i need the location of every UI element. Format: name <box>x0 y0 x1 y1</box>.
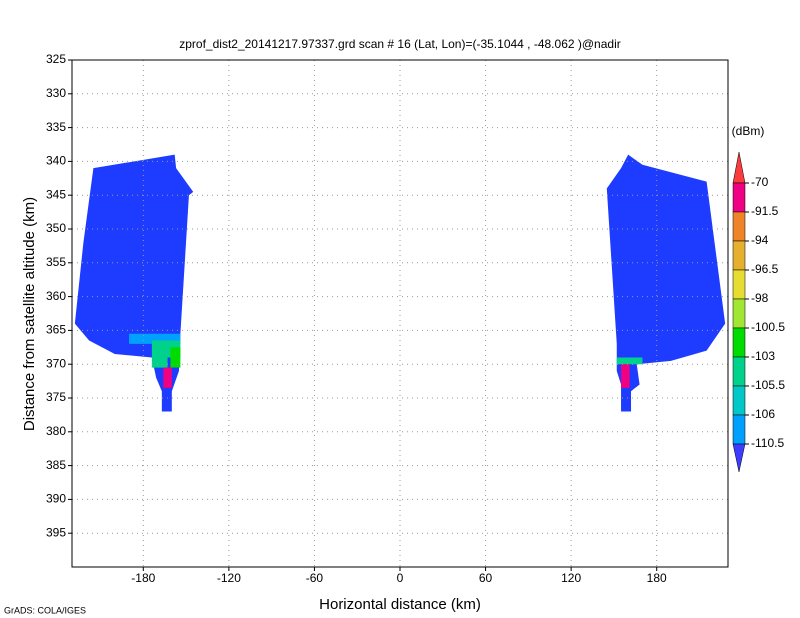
y-tick-label: 350 <box>46 221 66 235</box>
shaded-region <box>606 154 726 412</box>
colorbar-box <box>732 385 746 416</box>
colorbar-box <box>732 240 746 271</box>
y-tick-label: 335 <box>46 120 66 134</box>
chart-title: zprof_dist2_20141217.97337.grd scan # 16… <box>179 37 621 51</box>
x-tick-label: 60 <box>479 571 493 585</box>
y-tick-label: 380 <box>46 424 66 438</box>
colorbar-box <box>732 182 746 213</box>
x-tick-label: -120 <box>217 571 241 585</box>
colorbar-box <box>732 356 746 387</box>
y-axis-label: Distance from satellite altitude (km) <box>21 197 38 431</box>
x-tick-label: 0 <box>397 571 404 585</box>
footer: GrADS: COLA/IGES <box>4 605 86 615</box>
x-tick-label: -60 <box>306 571 324 585</box>
colorbar-label: -106 <box>751 407 775 421</box>
colorbar-label: -94 <box>751 233 769 247</box>
colorbar-label: -70 <box>751 175 769 189</box>
colorbar-label: -103 <box>751 349 775 363</box>
colorbar-box <box>732 298 746 329</box>
colorbar-label: -91.5 <box>751 204 779 218</box>
shaded-region <box>616 357 643 365</box>
y-tick-label: 375 <box>46 390 66 404</box>
y-tick-label: 370 <box>46 356 66 370</box>
colorbar-label: -105.5 <box>751 378 785 392</box>
colorbar-label: -98 <box>751 291 769 305</box>
y-tick-label: 365 <box>46 323 66 337</box>
colorbar-box <box>732 269 746 300</box>
x-tick-label: 180 <box>647 571 667 585</box>
y-tick-label: 345 <box>46 187 66 201</box>
shaded-region <box>621 364 630 388</box>
colorbar-box <box>732 211 746 242</box>
y-tick-label: 340 <box>46 154 66 168</box>
x-tick-label: 120 <box>561 571 581 585</box>
colorbar-label: -100.5 <box>751 320 785 334</box>
shaded-region <box>170 347 181 368</box>
y-tick-label: 360 <box>46 289 66 303</box>
y-tick-label: 385 <box>46 458 66 472</box>
x-tick-label: -180 <box>131 571 155 585</box>
colorbar-label: -110.5 <box>751 436 784 450</box>
colorbar-label: -96.5 <box>751 262 779 276</box>
colorbar-box <box>732 414 746 445</box>
x-axis-label: Horizontal distance (km) <box>319 596 481 613</box>
y-tick-label: 330 <box>46 86 66 100</box>
y-tick-label: 390 <box>46 492 66 506</box>
y-tick-label: 395 <box>46 525 66 539</box>
shaded-region <box>163 367 172 388</box>
colorbar-box <box>732 327 746 358</box>
plot-frame <box>71 59 729 568</box>
y-tick-label: 325 <box>46 52 66 66</box>
y-tick-label: 355 <box>46 255 66 269</box>
colorbar-bottom <box>732 443 746 473</box>
colorbar-unit: (dBm) <box>732 124 765 138</box>
